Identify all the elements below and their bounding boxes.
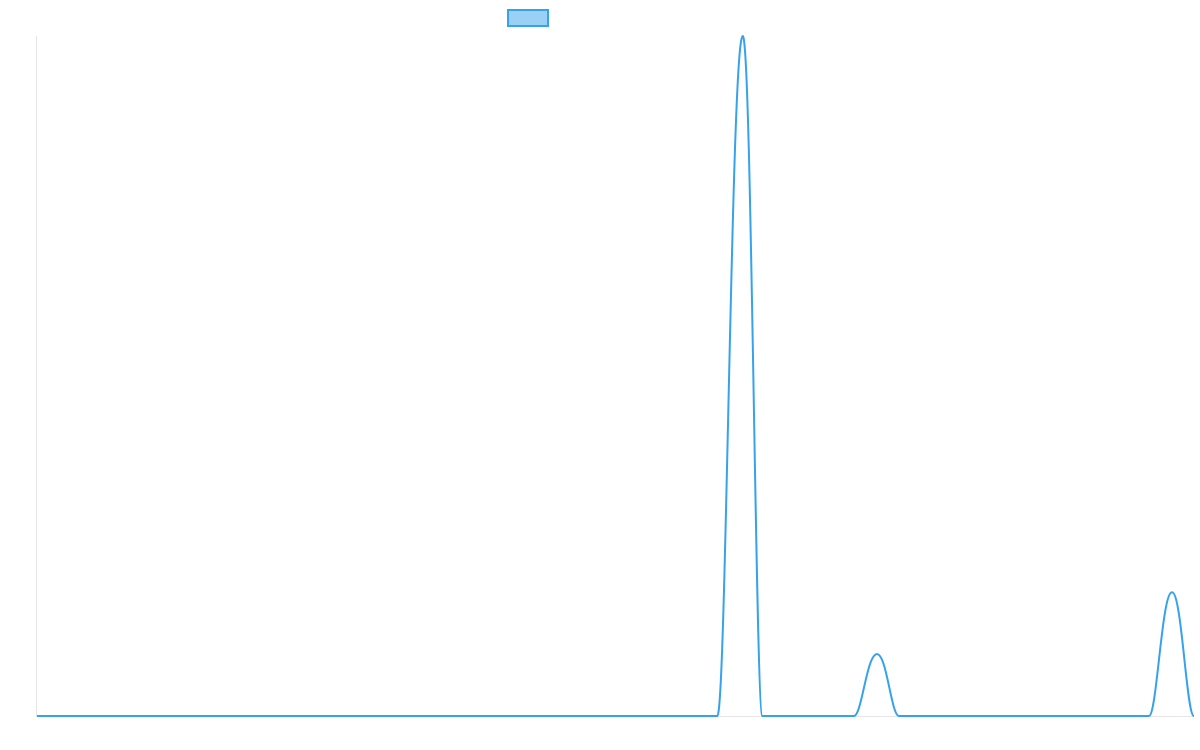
peak-point-2	[740, 33, 746, 39]
peak-point-8	[1169, 589, 1175, 595]
series-line-0	[37, 35, 1195, 717]
series-layer	[37, 33, 1195, 717]
peak-point-5	[874, 651, 880, 657]
legend-swatch[interactable]	[507, 9, 549, 27]
